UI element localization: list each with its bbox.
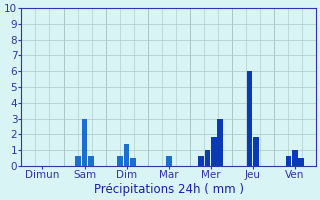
Bar — [298, 158, 304, 166]
Bar — [211, 137, 217, 166]
Bar — [292, 150, 298, 166]
Bar — [124, 144, 130, 166]
X-axis label: Précipitations 24h ( mm ): Précipitations 24h ( mm ) — [94, 183, 244, 196]
Bar — [253, 137, 259, 166]
Bar — [82, 119, 87, 166]
Bar — [198, 156, 204, 166]
Bar — [88, 156, 94, 166]
Bar — [205, 150, 211, 166]
Bar — [130, 158, 136, 166]
Bar — [75, 156, 81, 166]
Bar — [166, 156, 172, 166]
Bar — [117, 156, 123, 166]
Bar — [247, 71, 252, 166]
Bar — [286, 156, 292, 166]
Bar — [217, 119, 223, 166]
